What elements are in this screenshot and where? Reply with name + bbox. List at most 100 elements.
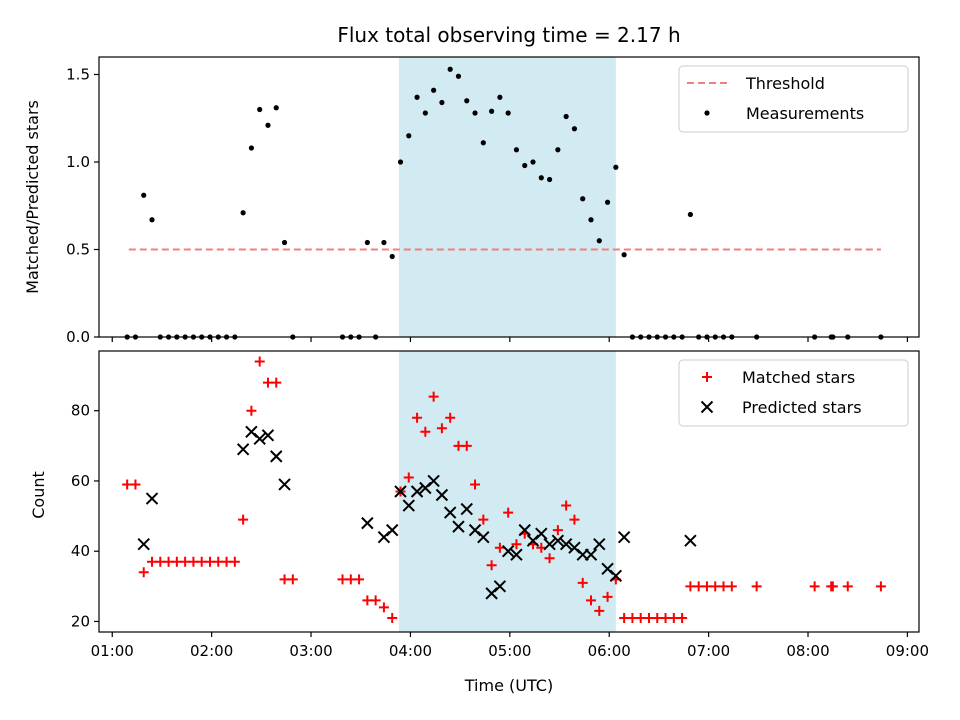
y-axis-label-counts: Count [29,471,48,519]
data-point [602,591,613,602]
data-point [278,478,291,491]
data-point [536,542,547,553]
data-point [436,423,447,434]
y-tick-label: 20 [71,612,90,630]
data-point [569,514,580,525]
x-axis-label: Time (UTC) [464,676,553,695]
shaded-interval [398,351,616,632]
data-point [613,164,619,170]
legend: Threshold Measurements [678,65,909,133]
data-point [403,472,414,483]
x-tick-label: 08:00 [786,642,829,660]
x-tick-label: 02:00 [190,642,233,660]
data-point [149,217,155,223]
data-point [555,147,561,153]
y-tick-label: 80 [71,402,90,420]
y-tick-label: 40 [71,542,90,560]
x-tick-label: 01:00 [91,642,134,660]
data-point [596,238,602,244]
legend: Matched stars Predicted stars [678,359,909,427]
data-point [145,492,159,505]
data-point [422,110,428,116]
data-point [593,537,606,551]
data-point [609,569,623,583]
data-point [594,605,605,616]
data-point [138,567,149,578]
data-point [827,581,838,592]
data-point [687,211,693,218]
data-point [253,432,266,446]
x-tick-label: 07:00 [687,642,730,660]
y-tick-label: 1.5 [66,66,90,84]
data-point [455,73,462,79]
data-point [470,479,481,490]
data-point [257,106,263,113]
legend-box [678,65,909,133]
data-point [381,239,387,246]
data-point [809,581,820,592]
data-point [387,612,398,623]
data-point [561,500,572,511]
data-point [584,548,598,561]
data-point [684,534,697,547]
data-point [518,523,531,537]
data-point [240,210,246,216]
data-point [354,574,365,585]
legend-label: Predicted stars [742,398,862,417]
data-point [402,499,415,512]
data-point [489,108,495,114]
data-point [604,199,611,205]
data-point [497,94,503,100]
data-point [563,113,569,120]
data-point [378,602,389,613]
plot-frame [98,350,920,633]
data-point [586,595,596,606]
data-point [248,145,255,151]
data-point [229,556,240,567]
data-point [265,122,271,128]
legend-marker-swatch [702,372,712,382]
data-point [513,147,520,153]
data-point [427,474,440,488]
data-point [677,612,688,623]
data-point [493,580,507,593]
data-point [410,485,424,498]
data-point [621,252,627,258]
y-tick-label: 0.0 [66,328,90,346]
data-point [394,485,407,498]
data-point [501,545,515,558]
data-point [546,176,553,183]
data-point [273,105,279,111]
data-point [588,217,594,223]
data-point [522,162,528,169]
data-point [445,412,456,423]
data-point [480,140,486,146]
series-predicted-stars [137,425,697,600]
data-point [361,516,374,530]
data-point [439,99,445,106]
legend-label: Threshold [745,74,825,93]
data-point [386,523,399,537]
data-point [246,405,257,416]
data-point [577,577,588,588]
legend-label: Matched stars [742,368,855,387]
data-point [478,514,489,525]
chart-title: Flux total observing time = 2.17 h [337,23,680,47]
data-point [452,520,465,533]
data-point [435,488,449,502]
data-point [254,356,265,367]
data-point [460,502,473,516]
data-point [137,537,150,551]
data-point [530,159,536,165]
data-point [477,530,490,544]
data-point [751,581,762,592]
legend-marker-swatch [700,400,714,414]
data-point [494,542,505,553]
data-point [141,192,147,198]
data-point [270,450,283,463]
data-point [486,560,497,571]
y-tick-label: 60 [71,472,90,490]
data-point [543,537,556,551]
panel-ratio: 0.0 0.5 1.0 1.5 Threshold Measurements [66,56,920,346]
